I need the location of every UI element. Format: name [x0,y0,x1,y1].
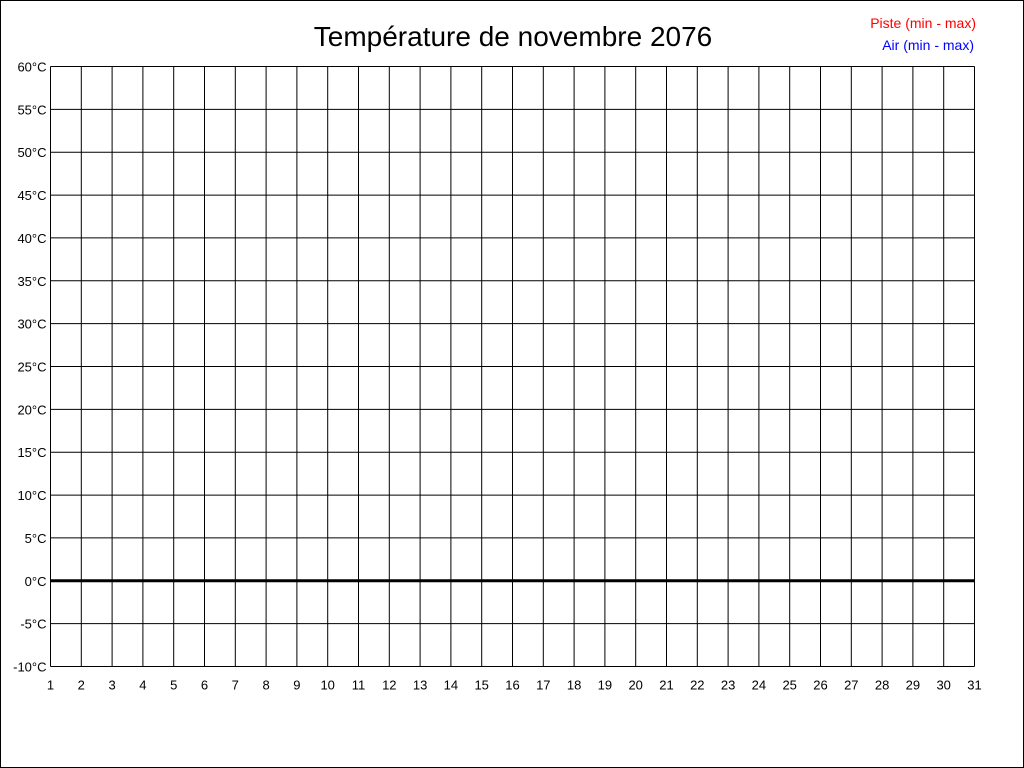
x-tick-label: 15 [474,678,488,693]
y-tick-label: 45°C [17,188,46,203]
y-tick-label: 25°C [17,360,46,375]
x-tick-label: 10 [320,678,334,693]
x-tick-label: 6 [201,678,208,693]
x-tick-label: 11 [352,678,366,693]
y-tick-label: -5°C [20,617,46,632]
x-tick-label: 18 [567,678,581,693]
x-tick-label: 9 [293,678,300,693]
x-tick-label: 24 [752,678,766,693]
y-tick-label: 40°C [17,231,46,246]
legend-piste: Piste (min - max) [870,15,976,31]
x-tick-label: 12 [382,678,396,693]
y-tick-label: 20°C [17,402,46,417]
y-tick-label: 10°C [17,488,46,503]
y-tick-label: 35°C [17,274,46,289]
x-tick-label: 21 [659,678,673,693]
x-tick-label: 2 [78,678,85,693]
y-tick-label: 55°C [17,102,46,117]
y-tick-label: 50°C [17,145,46,160]
x-tick-label: 7 [232,678,239,693]
y-tick-label: -10°C [13,660,46,675]
y-tick-label: 5°C [25,531,47,546]
legend-air: Air (min - max) [882,37,974,53]
x-tick-label: 23 [721,678,735,693]
x-tick-label: 22 [690,678,704,693]
x-tick-label: 5 [170,678,177,693]
x-tick-label: 20 [628,678,642,693]
x-tick-label: 16 [505,678,519,693]
x-tick-label: 8 [262,678,269,693]
x-tick-label: 29 [906,678,920,693]
y-tick-label: 30°C [17,317,46,332]
x-tick-label: 14 [444,678,458,693]
y-tick-label: 15°C [17,445,46,460]
y-tick-label: 60°C [17,60,46,75]
x-tick-label: 28 [875,678,889,693]
x-tick-label: 25 [782,678,796,693]
x-tick-label: 13 [413,678,427,693]
y-tick-label: 0°C [25,574,47,589]
x-tick-label: 30 [936,678,950,693]
x-tick-label: 31 [967,678,981,693]
x-tick-label: 27 [844,678,858,693]
x-tick-label: 4 [139,678,146,693]
chart-title: Température de novembre 2076 [314,21,712,52]
x-tick-label: 17 [536,678,550,693]
x-tick-label: 26 [813,678,827,693]
x-tick-label: 3 [108,678,115,693]
x-tick-label: 19 [598,678,612,693]
x-tick-label: 1 [47,678,54,693]
